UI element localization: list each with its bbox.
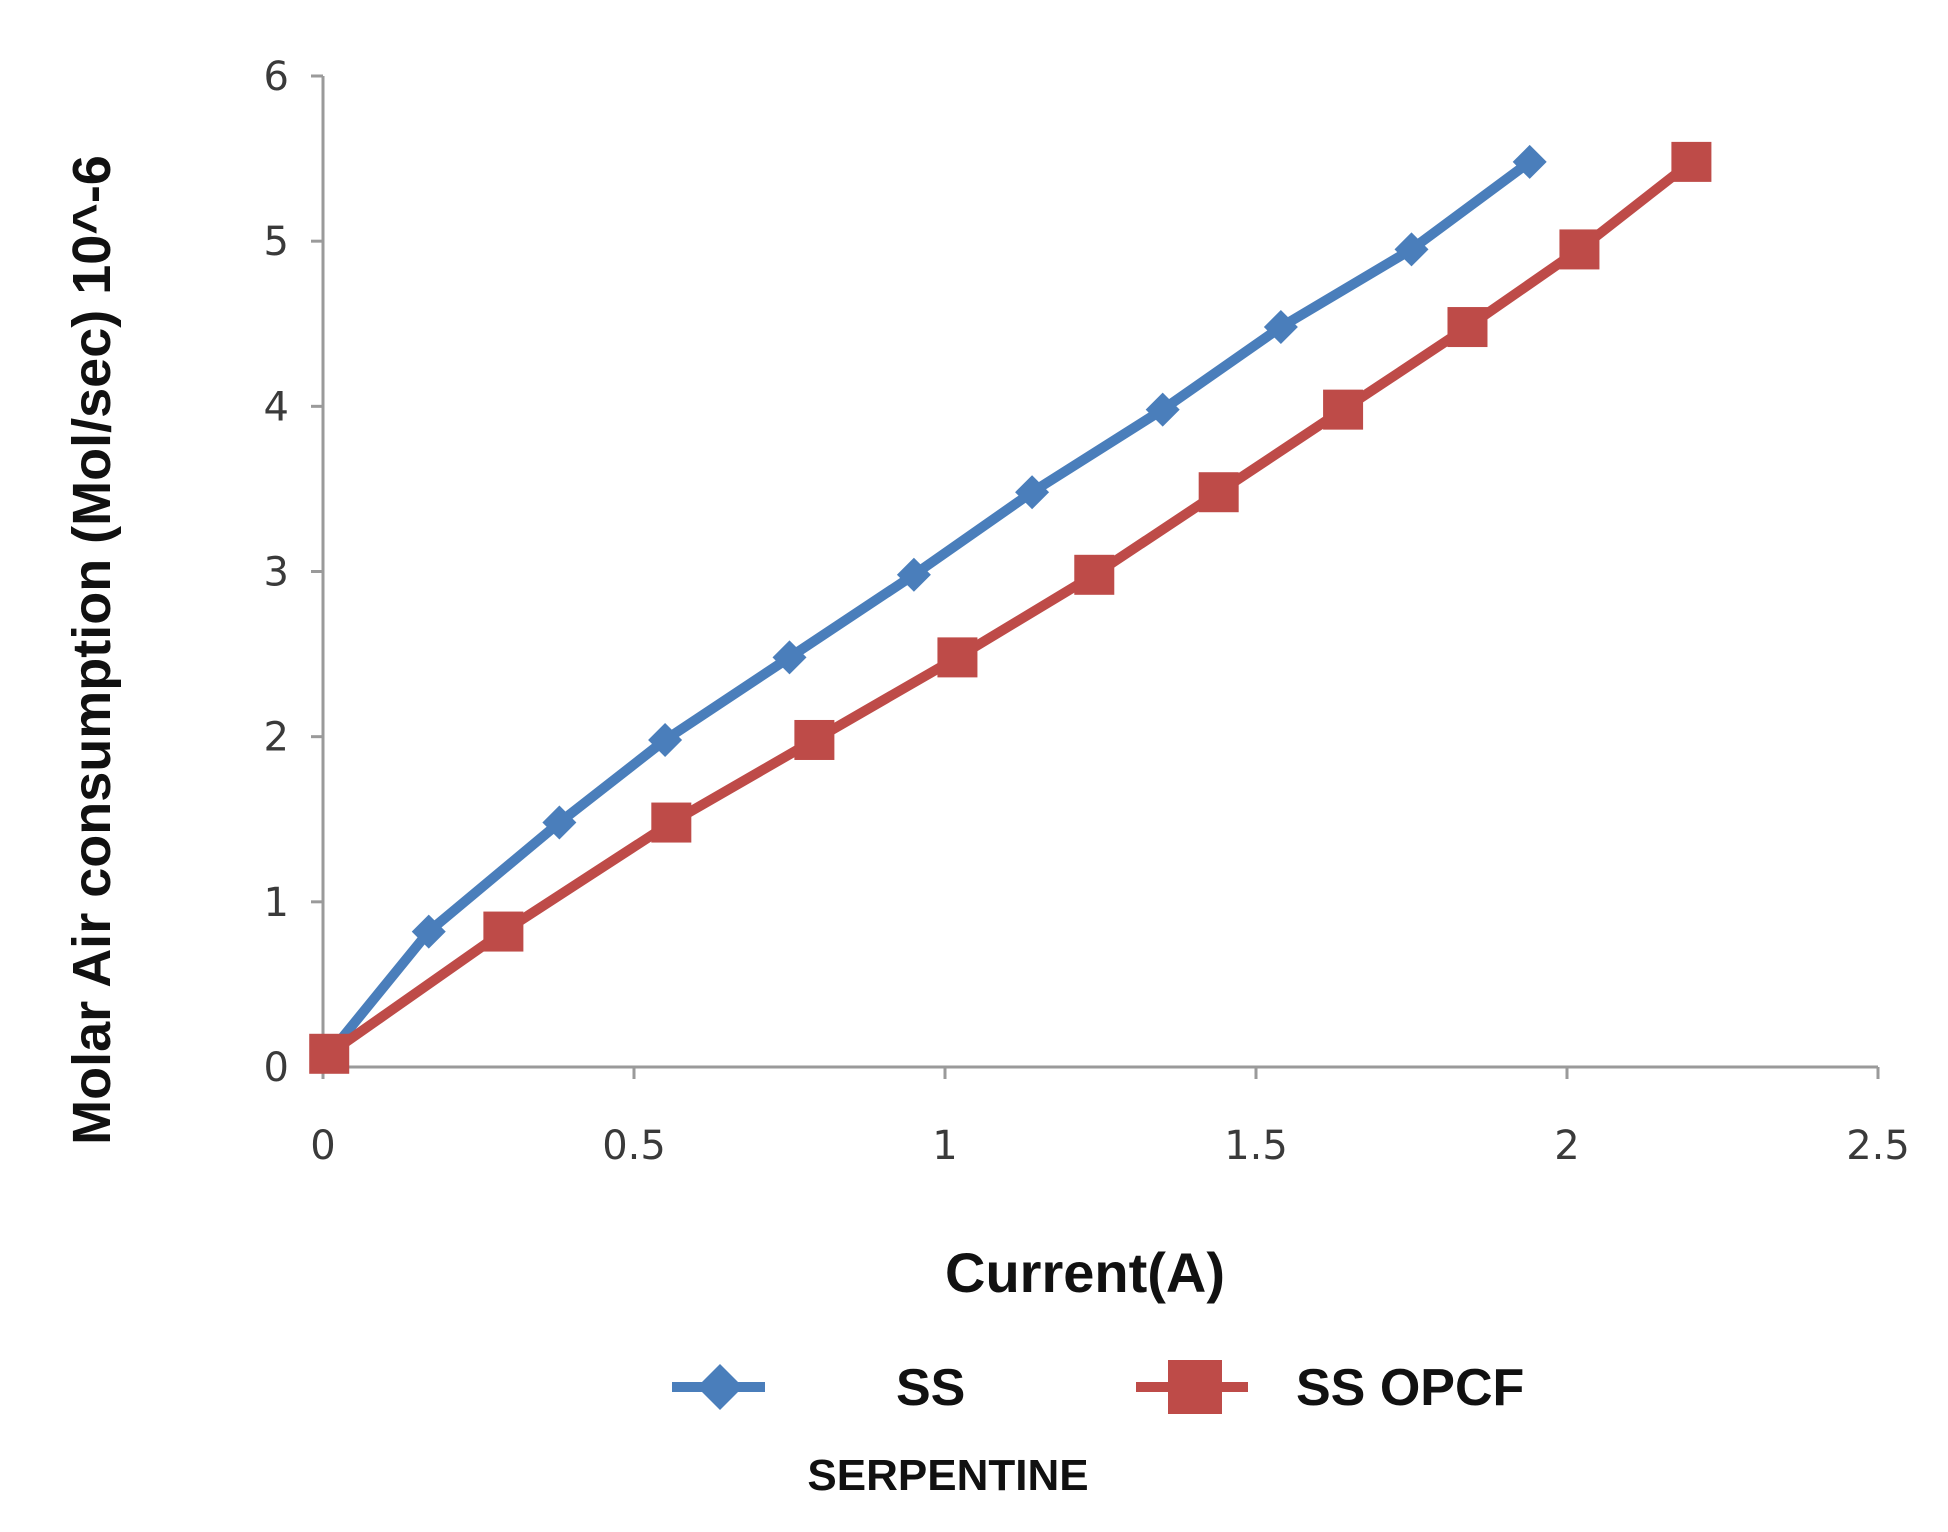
data-point-ss [648,722,683,757]
x-tick-label: 0 [310,1123,335,1169]
x-tick-label: 1.5 [1224,1123,1288,1169]
data-point-ss-opcf [937,637,978,678]
x-tick-label: 0.5 [602,1123,666,1169]
data-point-ss-opcf [483,911,524,952]
legend-ss-opcf-marker [1168,1360,1222,1414]
data-point-ss-opcf [1671,141,1712,182]
legend-ss-marker [697,1364,743,1410]
data-point-ss [1512,144,1547,179]
data-point-ss [1145,392,1180,427]
legend: SS SS OPCF [672,1359,1524,1417]
y-tick-label: 5 [264,219,289,265]
data-point-ss [542,805,577,840]
y-axis-title: Molar Air consumption (Mol/sec) 10^-6 [62,155,122,1145]
data-point-ss [1263,310,1298,345]
x-ticks: 0 0.5 1 1.5 2 2.5 [310,1067,1910,1169]
x-tick-label: 1 [932,1123,957,1169]
data-point-ss-opcf [309,1033,350,1074]
series-line-ss-opcf [324,156,1697,1059]
data-point-ss-opcf [1198,472,1239,513]
data-point-ss-opcf [651,802,692,843]
y-tick-label: 3 [264,550,289,596]
y-tick-label: 0 [264,1045,289,1091]
data-point-ss-opcf [1323,389,1364,430]
data-point-ss [1394,232,1429,267]
data-point-ss [772,640,807,675]
y-tick-label: 6 [264,54,289,100]
legend-ss-label: SS [896,1359,965,1417]
data-point-ss-opcf [794,719,835,760]
y-tick-label: 1 [264,880,289,926]
data-point-ss [411,914,446,949]
x-tick-label: 2 [1554,1123,1579,1169]
data-point-ss [896,557,931,592]
data-point-ss-opcf [1074,554,1115,595]
y-ticks: 0 1 2 3 4 5 6 [264,54,323,1091]
legend-ss-opcf-label: SS OPCF [1296,1359,1524,1417]
y-tick-label: 2 [264,715,289,761]
data-point-ss-opcf [1447,307,1488,348]
series-layer [309,141,1712,1074]
x-tick-label: 2.5 [1846,1123,1910,1169]
data-point-ss [1015,475,1050,510]
data-point-ss-opcf [1559,229,1600,270]
y-tick-label: 4 [264,384,289,430]
x-axis-title: Current(A) [945,1241,1225,1304]
caption: SERPENTINE [807,1451,1088,1500]
